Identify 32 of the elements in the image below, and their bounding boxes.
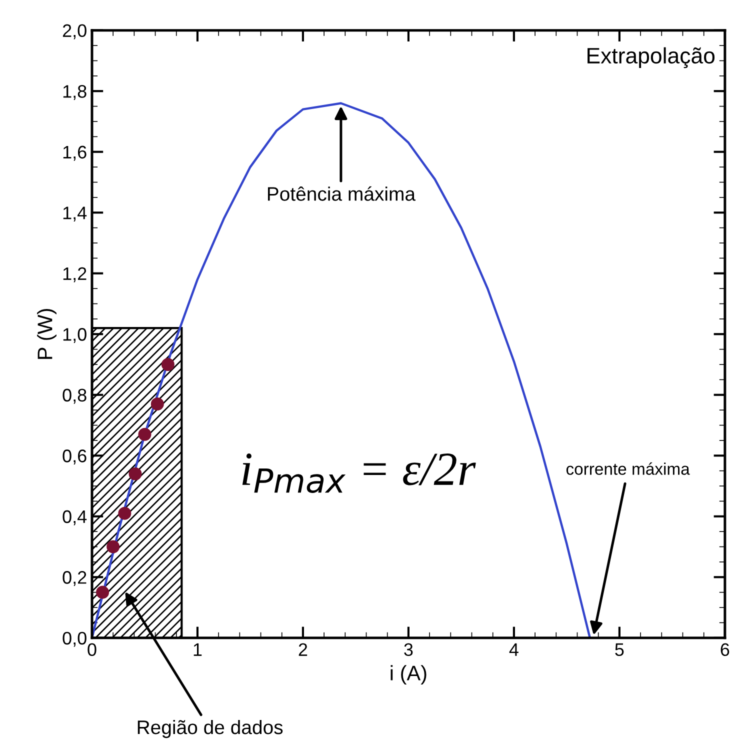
y-tick-label: 1,8 bbox=[63, 85, 86, 100]
point bbox=[96, 586, 110, 599]
x-tick-label: 6 bbox=[720, 643, 730, 656]
y-tick-label: 0,4 bbox=[62, 510, 87, 526]
y-tick-label: 0,6 bbox=[62, 450, 86, 464]
annotation: Extrapolação bbox=[588, 47, 715, 68]
text: Região de dados bbox=[138, 720, 283, 738]
annotation: corrente máxima bbox=[566, 462, 690, 475]
point bbox=[138, 428, 152, 441]
point bbox=[150, 397, 164, 410]
y-axis-title: P (W) bbox=[37, 308, 56, 359]
point bbox=[161, 358, 174, 371]
y-tick-label: 0,0 bbox=[62, 632, 86, 647]
x-tick-label: 2 bbox=[298, 643, 308, 656]
point bbox=[106, 540, 120, 554]
x-tick-label: 1 bbox=[194, 643, 202, 656]
y-tick-label: 1,0 bbox=[63, 328, 86, 343]
y-tick-label: 2,0 bbox=[62, 24, 86, 40]
x-axis-title: i (A) bbox=[390, 665, 426, 685]
y-tick-label: 1,2 bbox=[63, 267, 86, 282]
annotation: Potência máxima bbox=[268, 186, 416, 201]
y-tick-label: 1,4 bbox=[63, 206, 87, 222]
x-tick-label: 5 bbox=[615, 643, 624, 656]
point bbox=[118, 506, 132, 520]
point bbox=[128, 467, 142, 480]
annotation: i$_{Pmax}$ = ε/2r bbox=[242, 454, 476, 494]
x-tick-label: 4 bbox=[509, 643, 518, 656]
x-tick-label: 3 bbox=[404, 643, 413, 656]
x-tick-label: 0 bbox=[88, 643, 96, 656]
y-tick-label: 1,6 bbox=[63, 146, 86, 161]
y-tick-label: 0,2 bbox=[62, 571, 86, 586]
y-tick-label: 0,8 bbox=[62, 388, 86, 404]
